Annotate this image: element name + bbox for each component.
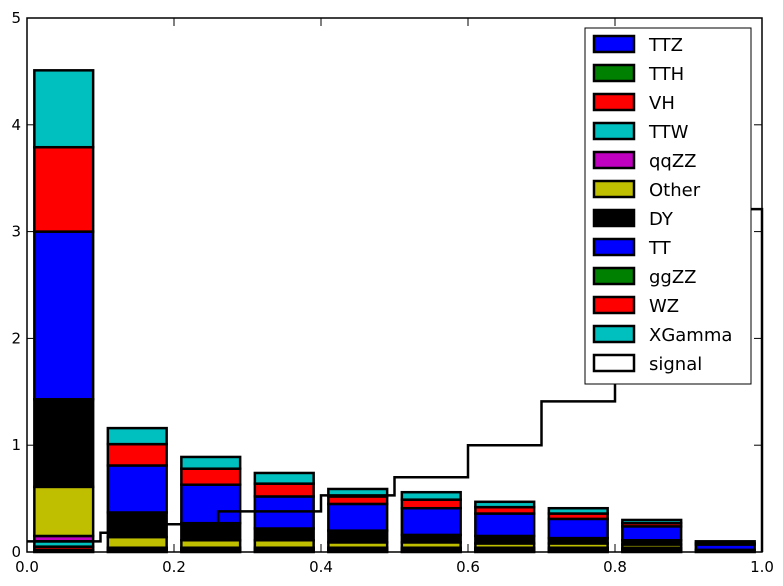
- bar-dy-bin-4: [327, 529, 389, 544]
- legend-label-signal: signal: [649, 354, 702, 375]
- legend-swatch-vh: [592, 92, 636, 112]
- bar-wz-bin-2: [180, 467, 242, 486]
- legend-swatch-qqzz: [592, 150, 636, 170]
- bar-wz-bin-0: [33, 145, 95, 233]
- legend-label-ggzz: ggZZ: [649, 267, 697, 288]
- bar-xgamma-bin-1: [106, 426, 168, 446]
- bar-tt-bin-5: [400, 506, 462, 537]
- legend-swatch-tt: [592, 237, 636, 257]
- legend-swatch-tth: [592, 63, 636, 83]
- bar-tt-bin-7: [547, 517, 609, 540]
- bar-other-bin-1: [106, 535, 168, 549]
- legend-label-other: Other: [649, 180, 701, 201]
- bar-tt-bin-4: [327, 502, 389, 532]
- legend-label-dy: DY: [649, 209, 674, 230]
- bar-other-bin-0: [33, 485, 95, 538]
- bar-dy-bin-2: [180, 521, 242, 542]
- legend-swatch-wz: [592, 295, 636, 315]
- bar-dy-bin-3: [253, 527, 315, 542]
- x-tick-label: 1.0: [750, 558, 774, 576]
- bar-wz-bin-5: [400, 498, 462, 510]
- y-tick-label: 5: [11, 9, 21, 27]
- legend-label-xgamma: XGamma: [649, 325, 732, 346]
- bar-xgamma-bin-5: [400, 490, 462, 501]
- bar-xgamma-bin-2: [180, 455, 242, 470]
- x-tick-label: 0.6: [456, 558, 480, 576]
- legend-label-ttw: TTW: [648, 122, 689, 143]
- x-tick-label: 0.2: [162, 558, 186, 576]
- bar-wz-bin-1: [106, 442, 168, 467]
- bar-wz-bin-3: [253, 482, 315, 498]
- legend-box: [584, 27, 752, 385]
- legend-swatch-dy: [592, 208, 636, 228]
- y-tick-label: 4: [11, 116, 21, 134]
- bar-xgamma-bin-3: [253, 471, 315, 485]
- legend: TTZ TTH VH TTW qqZZ Other DY TT ggZZ WZ XGamma sign…: [584, 27, 752, 385]
- y-tick-label: 3: [11, 223, 21, 241]
- plot-frame: [26, 17, 763, 553]
- legend-label-qqzz: qqZZ: [649, 151, 697, 172]
- bar-xgamma-bin-6: [474, 500, 536, 509]
- legend-swatch-xgamma: [592, 324, 636, 344]
- legend-swatch-signal: [592, 353, 636, 373]
- x-tick-label: 0.8: [603, 558, 627, 576]
- stacked-bars: [33, 69, 756, 554]
- legend-swatch-other: [592, 179, 636, 199]
- bar-tt-bin-6: [474, 512, 536, 538]
- y-tick-label: 0: [11, 543, 21, 561]
- x-tick-label: 0.0: [15, 558, 39, 576]
- bar-xgamma-bin-0: [33, 69, 95, 149]
- legend-swatch-ttw: [592, 121, 636, 141]
- legend-label-ttz: TTZ: [648, 35, 683, 56]
- y-tick-label: 1: [11, 436, 21, 454]
- bar-xgamma-bin-8: [621, 518, 683, 525]
- legend-swatch-ggzz: [592, 266, 636, 286]
- bar-tt-bin-1: [106, 464, 168, 514]
- legend-label-vh: VH: [649, 93, 675, 114]
- legend-label-tt: TT: [648, 238, 672, 259]
- y-tick-label: 2: [11, 329, 21, 347]
- x-tick-label: 0.4: [309, 558, 333, 576]
- legend-swatch-ttz: [592, 34, 636, 54]
- bar-xgamma-bin-9: [694, 540, 756, 545]
- bar-xgamma-bin-7: [547, 506, 609, 515]
- bar-tt-bin-2: [180, 483, 242, 525]
- legend-label-wz: WZ: [649, 296, 679, 317]
- legend-label-tth: TTH: [648, 64, 684, 85]
- bar-tt-bin-8: [621, 525, 683, 542]
- bar-dy-bin-0: [33, 398, 95, 489]
- axes: 0.0 0.2 0.4 0.6 0.8 1.0 0 1 2 3 4 5: [11, 9, 773, 576]
- bar-tt-bin-0: [33, 230, 95, 401]
